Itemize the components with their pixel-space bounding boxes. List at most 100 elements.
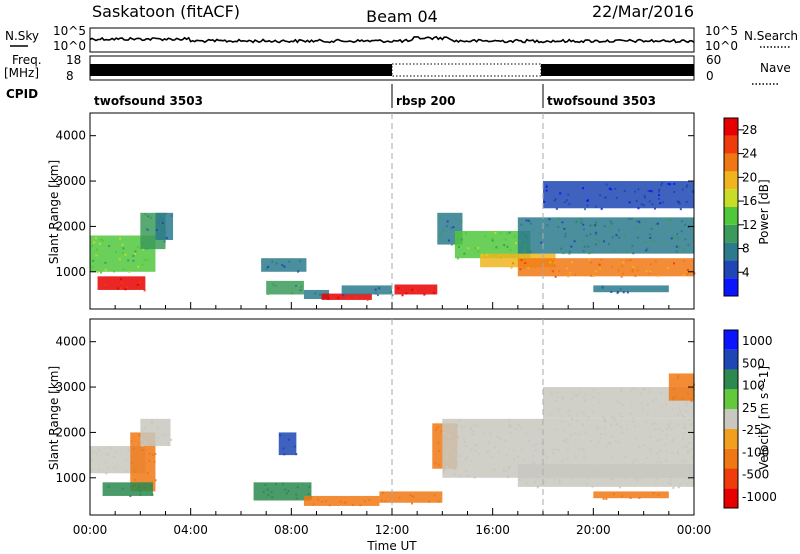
- data-speckle: [438, 234, 441, 237]
- data-speckle: [566, 267, 569, 270]
- data-speckle: [607, 442, 610, 445]
- data-speckle: [411, 502, 414, 505]
- data-speckle: [594, 221, 597, 224]
- x-tick-label: 16:00: [475, 523, 510, 537]
- data-speckle: [531, 250, 534, 253]
- data-speckle: [543, 453, 546, 456]
- data-speckle: [575, 419, 578, 422]
- data-region: [517, 217, 694, 254]
- data-speckle: [670, 428, 673, 431]
- colorbar-tick-label: 25: [742, 401, 757, 415]
- colorbar-swatch: [724, 260, 738, 279]
- data-speckle: [571, 391, 574, 394]
- data-speckle: [602, 497, 605, 500]
- data-speckle: [685, 404, 688, 407]
- data-speckle: [561, 221, 564, 224]
- data-speckle: [508, 466, 511, 469]
- data-speckle: [374, 292, 377, 295]
- data-speckle: [617, 229, 620, 232]
- data-speckle: [427, 500, 430, 503]
- colorbar-swatch: [724, 153, 738, 172]
- data-speckle: [627, 217, 630, 220]
- data-speckle: [491, 237, 494, 240]
- data-speckle: [518, 478, 521, 481]
- data-speckle: [545, 189, 548, 192]
- colorbar-swatch: [724, 242, 738, 261]
- data-speckle: [567, 448, 570, 451]
- data-speckle: [491, 239, 494, 242]
- data-speckle: [492, 469, 495, 472]
- data-speckle: [150, 238, 153, 241]
- data-speckle: [496, 435, 499, 438]
- data-speckle: [690, 397, 693, 400]
- data-speckle: [679, 186, 682, 189]
- data-speckle: [630, 389, 633, 392]
- data-speckle: [587, 477, 590, 480]
- data-speckle: [508, 424, 511, 427]
- data-speckle: [678, 407, 681, 410]
- radar-title: Saskatoon (fitACF): [92, 2, 240, 21]
- data-speckle: [604, 427, 607, 430]
- data-speckle: [543, 200, 546, 203]
- data-speckle: [470, 448, 473, 451]
- data-speckle: [267, 265, 270, 268]
- data-speckle: [637, 236, 640, 239]
- data-speckle: [657, 197, 660, 200]
- data-speckle: [132, 259, 135, 262]
- data-region: [253, 482, 312, 501]
- data-speckle: [688, 419, 691, 422]
- data-speckle: [344, 501, 347, 504]
- data-speckle: [482, 432, 485, 435]
- data-speckle: [405, 292, 408, 295]
- data-speckle: [622, 291, 625, 294]
- data-speckle: [143, 427, 146, 430]
- data-speckle: [625, 477, 628, 480]
- data-speckle: [295, 493, 298, 496]
- data-speckle: [681, 397, 684, 400]
- data-speckle: [559, 192, 562, 195]
- data-speckle: [582, 187, 585, 190]
- data-speckle: [612, 493, 615, 496]
- data-speckle: [363, 500, 366, 503]
- data-speckle: [151, 453, 154, 456]
- data-speckle: [378, 287, 381, 290]
- data-speckle: [101, 239, 104, 242]
- data-speckle: [532, 444, 535, 447]
- data-speckle: [629, 412, 632, 415]
- data-speckle: [597, 441, 600, 444]
- data-speckle: [90, 468, 93, 471]
- data-speckle: [637, 188, 640, 191]
- data-speckle: [398, 496, 401, 499]
- data-speckle: [510, 266, 513, 269]
- data-speckle: [564, 440, 567, 443]
- data-speckle: [553, 478, 556, 481]
- data-speckle: [683, 426, 686, 429]
- data-speckle: [677, 486, 680, 489]
- data-speckle: [623, 190, 626, 193]
- data-speckle: [455, 458, 458, 461]
- data-speckle: [619, 412, 622, 415]
- data-speckle: [270, 490, 273, 493]
- data-speckle: [170, 214, 173, 217]
- colorbar-tick-label: 100: [742, 379, 765, 393]
- data-speckle: [433, 494, 436, 497]
- data-speckle: [676, 233, 679, 236]
- data-speckle: [634, 425, 637, 428]
- data-speckle: [321, 500, 324, 503]
- data-speckle: [576, 218, 579, 221]
- data-speckle: [655, 461, 658, 464]
- data-speckle: [463, 437, 466, 440]
- data-speckle: [603, 418, 606, 421]
- data-speckle: [644, 196, 647, 199]
- nsearch-label: N.Search: [744, 29, 798, 43]
- data-speckle: [467, 247, 470, 250]
- data-speckle: [673, 262, 676, 265]
- data-speckle: [609, 220, 612, 223]
- data-speckle: [613, 418, 616, 421]
- data-speckle: [473, 424, 476, 427]
- data-speckle: [295, 497, 298, 500]
- data-speckle: [447, 239, 450, 242]
- data-speckle: [115, 250, 118, 253]
- data-speckle: [134, 478, 137, 481]
- data-speckle: [619, 288, 622, 291]
